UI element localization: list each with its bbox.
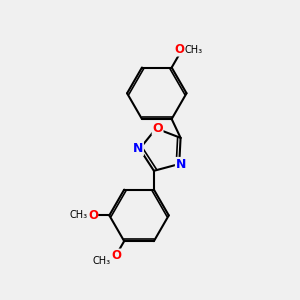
Text: O: O (152, 122, 163, 135)
Text: CH₃: CH₃ (92, 256, 110, 266)
Text: N: N (133, 142, 143, 155)
Text: CH₃: CH₃ (69, 210, 87, 220)
Text: O: O (175, 43, 185, 56)
Text: N: N (176, 158, 186, 170)
Text: CH₃: CH₃ (184, 45, 202, 55)
Text: O: O (88, 209, 98, 222)
Text: O: O (111, 249, 121, 262)
